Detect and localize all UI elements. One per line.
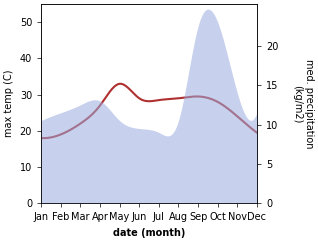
Y-axis label: max temp (C): max temp (C) <box>4 70 14 137</box>
Y-axis label: med. precipitation
(kg/m2): med. precipitation (kg/m2) <box>292 59 314 148</box>
X-axis label: date (month): date (month) <box>113 228 185 238</box>
